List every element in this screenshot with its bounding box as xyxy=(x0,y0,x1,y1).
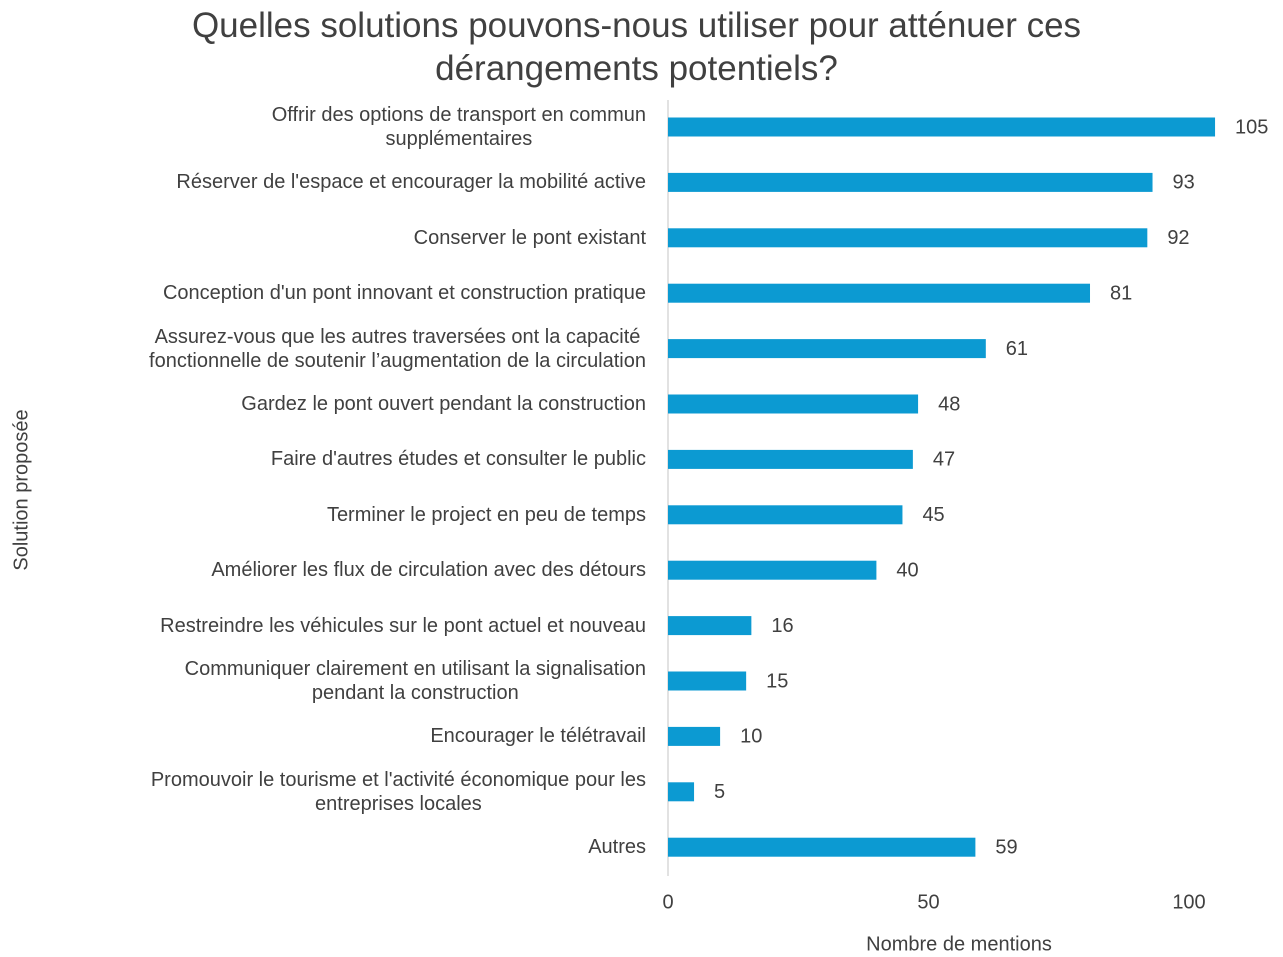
value-label: 47 xyxy=(933,449,955,471)
x-tick-label: 0 xyxy=(662,891,673,913)
value-label: 92 xyxy=(1167,227,1189,249)
bar xyxy=(668,837,976,857)
value-label: 15 xyxy=(766,670,788,692)
value-label: 61 xyxy=(1006,338,1028,360)
y-tick-label: Gardez le pont ouvert pendant la constru… xyxy=(241,393,646,415)
bar xyxy=(668,505,903,525)
bar xyxy=(668,283,1091,303)
bar xyxy=(668,671,747,691)
value-label: 59 xyxy=(995,836,1017,858)
bar xyxy=(668,560,877,580)
y-tick-label: Conserver le pont existant xyxy=(413,226,646,249)
y-tick-label: Communiquer clairement en utilisant la s… xyxy=(184,658,646,704)
y-axis-label: Solution proposée xyxy=(10,409,32,570)
bar xyxy=(668,449,913,469)
value-label: 48 xyxy=(938,393,960,415)
y-tick-label: Faire d'autres études et consulter le pu… xyxy=(270,448,646,471)
value-label: 93 xyxy=(1173,172,1195,194)
y-tick-label: Améliorer les flux de circulation avec d… xyxy=(211,559,646,582)
x-axis-label: Nombre de mentions xyxy=(866,933,1052,955)
bar xyxy=(668,228,1148,248)
y-tick-label: Terminer le project en peu de temps xyxy=(326,503,646,526)
value-label: 16 xyxy=(771,615,793,637)
x-tick-label: 100 xyxy=(1172,891,1205,913)
y-tick-label: Offrir des options de transport en commu… xyxy=(271,104,646,150)
y-tick-label: Conception d'un pont innovant et constru… xyxy=(162,282,646,305)
y-tick-label: Autres xyxy=(588,836,646,859)
value-label: 10 xyxy=(740,726,762,748)
value-label: 45 xyxy=(922,504,944,526)
value-label: 5 xyxy=(714,781,725,803)
value-label: 40 xyxy=(896,559,918,581)
y-tick-label: Réserver de l'espace et encourager la mo… xyxy=(176,171,646,194)
y-tick-label: Promouvoir le tourisme et l'activité éco… xyxy=(150,768,646,815)
value-label: 81 xyxy=(1110,282,1132,304)
chart-title: Quelles solutions pouvons-nous utiliser … xyxy=(191,6,1082,88)
y-tick-label: Encourager le télétravail xyxy=(430,725,646,748)
y-tick-label: Restreindre les véhicules sur le pont ac… xyxy=(160,614,646,637)
value-label: 105 xyxy=(1235,116,1268,138)
bar xyxy=(668,394,919,414)
bar xyxy=(668,726,721,746)
bar xyxy=(668,117,1216,137)
y-tick-label: Assurez-vous que les autres traversées o… xyxy=(149,325,646,372)
x-tick-label: 50 xyxy=(917,891,939,913)
bar xyxy=(668,172,1153,192)
bar xyxy=(668,339,986,359)
bar xyxy=(668,782,695,802)
bar xyxy=(668,616,752,636)
